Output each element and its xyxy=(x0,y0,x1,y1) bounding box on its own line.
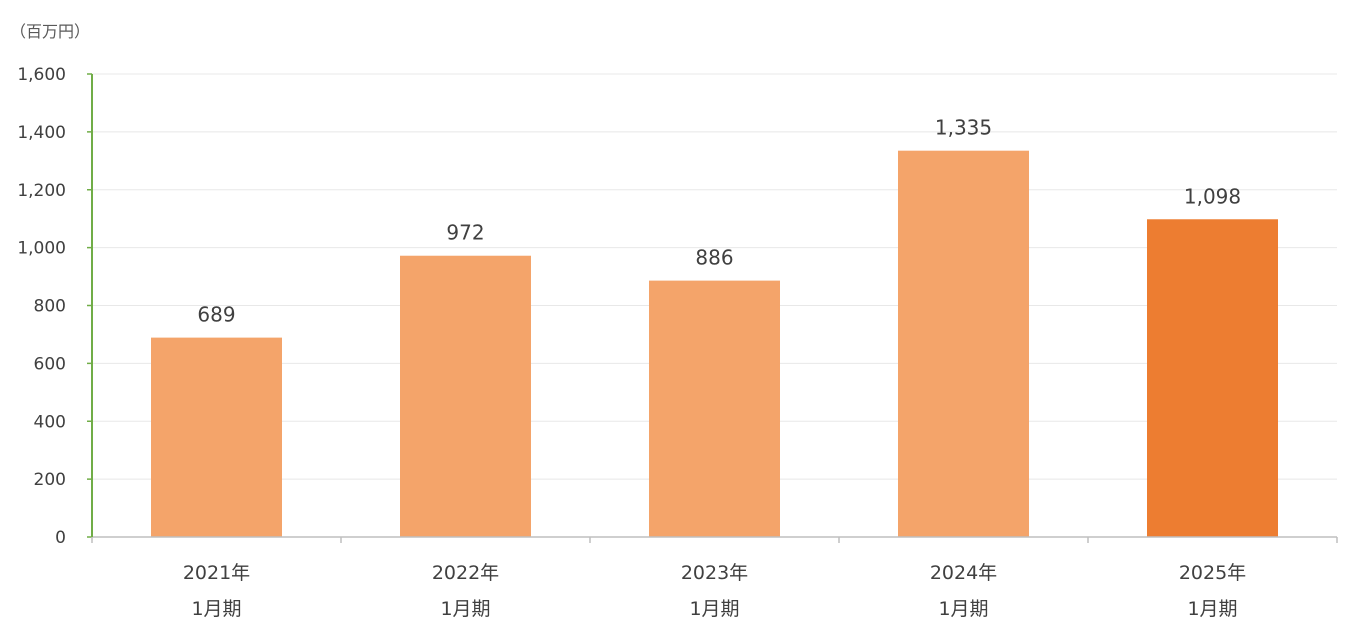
y-tick-label: 800 xyxy=(34,297,66,317)
x-tick-label: 2023年 xyxy=(681,562,748,584)
y-tick-label: 1,400 xyxy=(17,123,66,143)
bar-value-label: 972 xyxy=(446,221,484,245)
x-tick-label-sub: 1月期 xyxy=(191,598,241,620)
y-tick-label: 400 xyxy=(34,412,66,432)
bars xyxy=(151,150,1278,538)
x-tick-label: 2021年 xyxy=(183,562,250,584)
bar xyxy=(649,280,780,537)
bar xyxy=(151,337,282,537)
y-axis-unit-label: （百万円） xyxy=(10,22,91,41)
bar-value-label: 1,098 xyxy=(1184,184,1241,208)
bar-value-label: 886 xyxy=(695,246,733,270)
bar xyxy=(898,150,1029,537)
x-tick-label-sub: 1月期 xyxy=(440,598,490,620)
x-tick-label: 2024年 xyxy=(930,562,997,584)
y-tick-label: 1,200 xyxy=(17,181,66,201)
bar-value-label: 1,335 xyxy=(935,116,992,140)
bar xyxy=(1147,219,1278,538)
labels: 0 200 400 600 800 1,000 1,200 1,400 1,600 689 2021… xyxy=(17,65,1246,620)
x-tick-label-sub: 1月期 xyxy=(689,598,739,620)
y-tick-label: 0 xyxy=(55,528,66,548)
y-tick-label: 600 xyxy=(34,354,66,374)
x-tick-label-sub: 1月期 xyxy=(938,598,988,620)
bar xyxy=(400,255,531,538)
x-tick-label: 2022年 xyxy=(432,562,499,584)
y-tick-label: 1,600 xyxy=(17,65,66,85)
y-tick-label: 200 xyxy=(34,470,66,490)
y-tick-label: 1,000 xyxy=(17,239,66,259)
axes xyxy=(87,73,1338,543)
x-tick-label: 2025年 xyxy=(1179,562,1246,584)
bar-value-label: 689 xyxy=(197,303,235,327)
x-tick-label-sub: 1月期 xyxy=(1187,598,1237,620)
